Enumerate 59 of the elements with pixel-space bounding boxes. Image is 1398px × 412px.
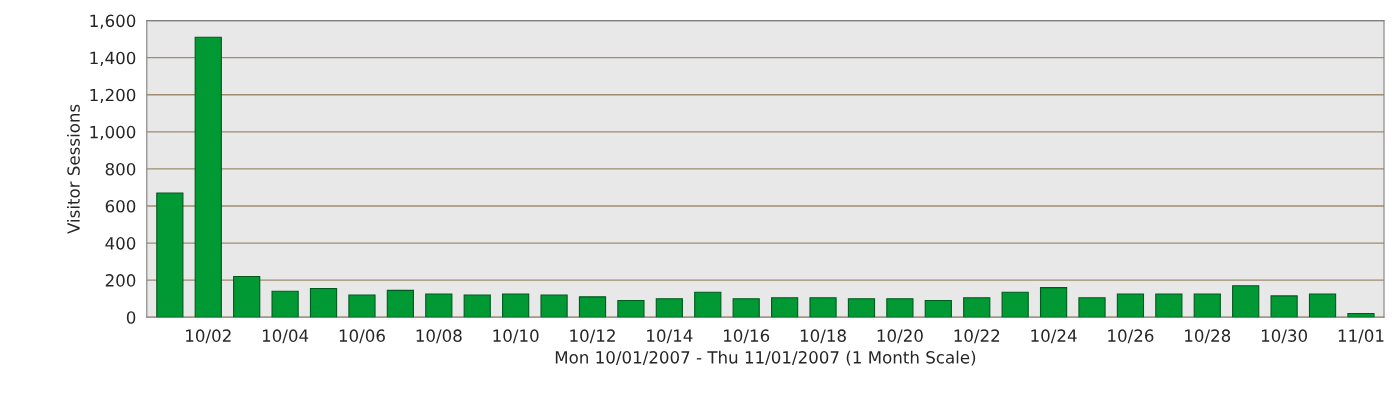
y-tick-label: 400	[105, 237, 136, 250]
bar	[924, 299, 952, 318]
bar	[271, 290, 299, 318]
bar	[809, 297, 837, 318]
bar	[770, 297, 799, 318]
bar	[1078, 297, 1106, 318]
y-tick-label: 200	[105, 274, 136, 287]
x-tick-label: 10/18	[800, 329, 846, 344]
bar	[1193, 293, 1221, 318]
bar	[348, 294, 376, 318]
x-tick-label: 10/06	[339, 329, 385, 344]
bar	[425, 293, 453, 318]
y-tick-label: 1,600	[90, 14, 136, 29]
y-axis-title: Visitor Sessions	[66, 104, 80, 234]
bar	[1116, 293, 1145, 318]
x-tick-label: 10/02	[186, 329, 231, 344]
y-tick-label: 1,200	[90, 88, 136, 104]
x-tick-label: 11/01	[1338, 329, 1384, 344]
bar	[233, 275, 261, 318]
bar	[156, 192, 184, 318]
bar	[309, 287, 338, 318]
y-tick-label: 0	[126, 311, 136, 324]
x-tick-label: 10/08	[416, 329, 462, 344]
x-tick-label: 10/22	[954, 329, 1000, 344]
y-tick-label: 1,400	[90, 51, 136, 66]
bar	[886, 298, 914, 318]
x-tick-label: 10/14	[647, 329, 693, 344]
bar	[1308, 293, 1337, 318]
bar	[847, 298, 876, 318]
x-tick-label: 10/24	[1031, 329, 1077, 344]
x-tick-label: 10/20	[877, 329, 923, 344]
bar	[1347, 312, 1375, 318]
bar	[540, 294, 568, 318]
x-tick-label: 10/16	[724, 329, 770, 344]
bar	[194, 36, 222, 318]
x-tick-label: 10/26	[1108, 329, 1154, 344]
bar	[1232, 285, 1260, 318]
x-tick-label: 10/30	[1261, 329, 1308, 344]
y-tick-label: 800	[105, 162, 136, 176]
bar	[732, 298, 760, 318]
x-tick-label: 10/10	[493, 329, 539, 344]
bar	[1001, 291, 1029, 318]
bar	[502, 293, 530, 318]
bar	[463, 294, 491, 318]
bar	[578, 296, 607, 318]
bar	[694, 291, 722, 318]
bar	[617, 299, 645, 318]
x-tick-label: 10/04	[262, 329, 309, 344]
bar	[963, 297, 991, 318]
x-tick-label: 10/12	[570, 329, 615, 344]
bar	[386, 289, 415, 318]
y-tick-label: 1,000	[90, 125, 136, 141]
x-axis-title: Mon 10/01/2007 - Thu 11/01/2007 (1 Month Scale)	[555, 350, 976, 366]
x-tick-label: 10/28	[1185, 329, 1231, 344]
y-tick-label: 600	[105, 199, 136, 213]
bar	[655, 298, 683, 318]
bar	[1155, 293, 1183, 318]
bar	[1270, 295, 1298, 318]
bar	[1039, 287, 1068, 318]
